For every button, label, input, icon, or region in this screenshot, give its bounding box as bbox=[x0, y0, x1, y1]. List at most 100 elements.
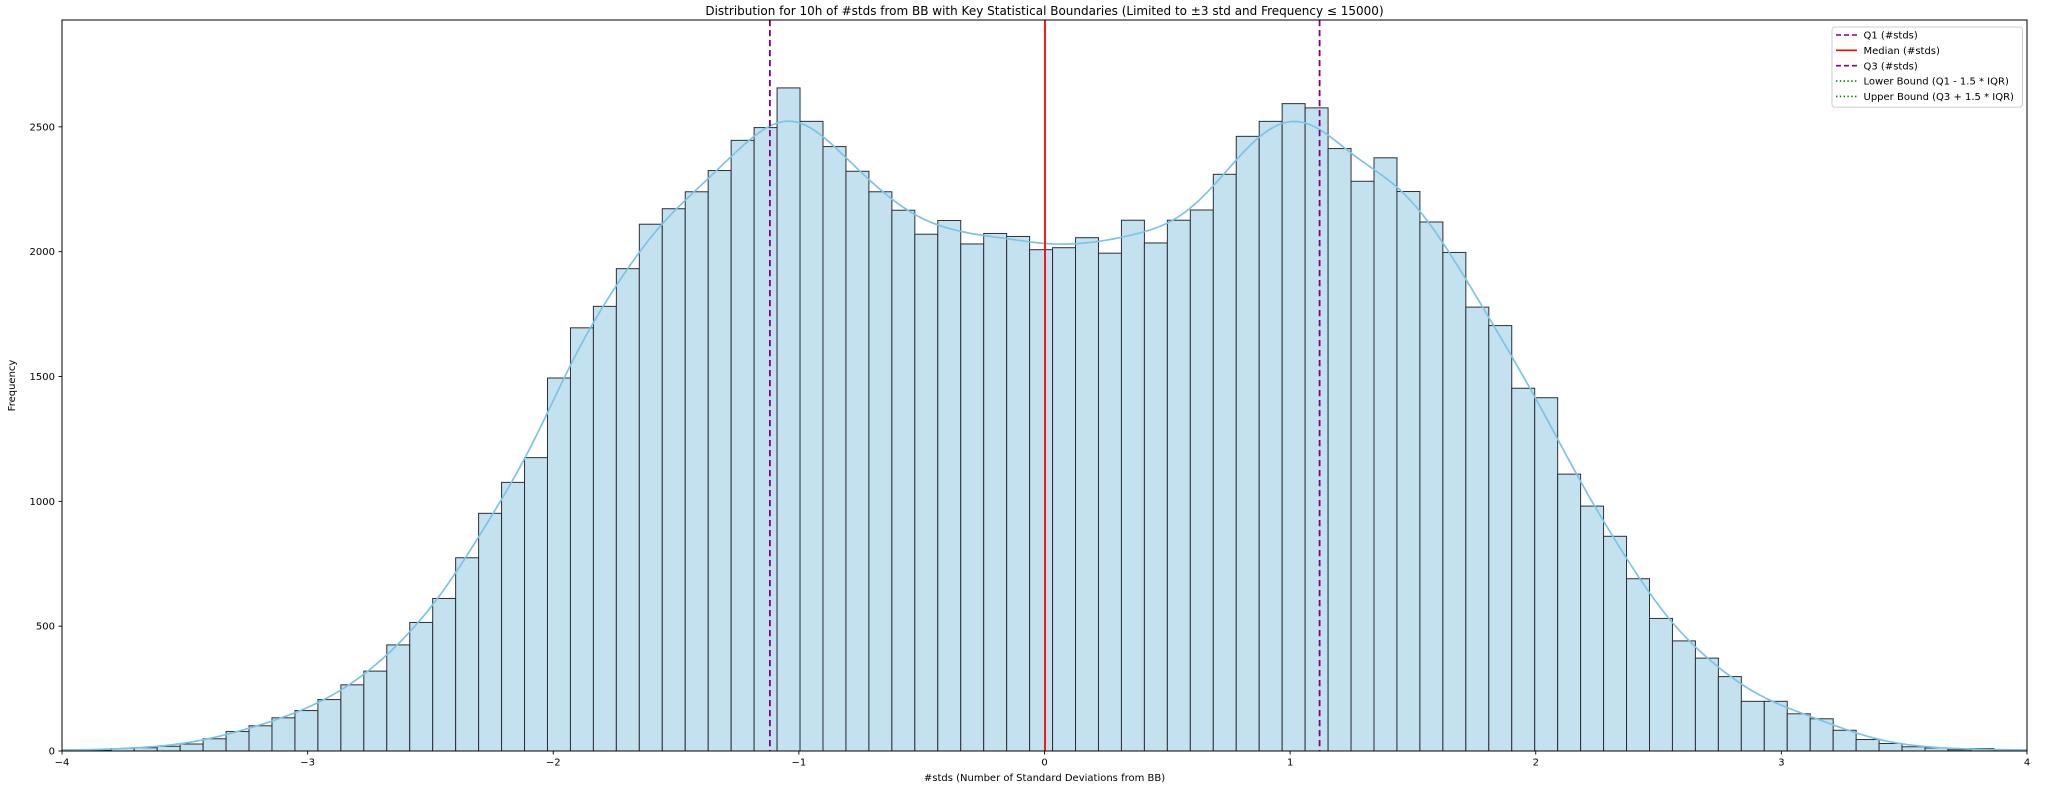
histogram-bar bbox=[661, 208, 686, 751]
histogram-bar bbox=[1786, 713, 1811, 751]
histogram-bar bbox=[1052, 247, 1077, 751]
histogram-bar bbox=[432, 597, 457, 751]
x-tick-label: 2 bbox=[1533, 758, 1539, 769]
histogram-bar bbox=[501, 481, 526, 751]
histogram-bar bbox=[546, 377, 571, 751]
histogram-bar bbox=[1212, 173, 1237, 751]
x-tick-label: 1 bbox=[1287, 758, 1293, 769]
histogram-bar bbox=[1396, 191, 1421, 751]
histogram-bar bbox=[1029, 249, 1054, 751]
histogram-bar bbox=[1166, 219, 1191, 751]
histogram-bar bbox=[1740, 700, 1765, 751]
histogram-bar bbox=[868, 191, 893, 751]
legend-label-lower: Lower Bound (Q1 - 1.5 * IQR) bbox=[1864, 77, 2009, 88]
histogram-bar bbox=[684, 191, 709, 751]
histogram-bar bbox=[1534, 397, 1559, 751]
histogram-bar bbox=[1649, 617, 1673, 751]
histogram-bar bbox=[317, 699, 342, 751]
y-tick-label: 2000 bbox=[30, 247, 55, 258]
histogram-bar bbox=[409, 621, 434, 751]
histogram-bar bbox=[1327, 148, 1352, 751]
histogram-bar bbox=[1075, 237, 1099, 751]
histogram-bar bbox=[271, 717, 296, 751]
legend-label-q3: Q3 (#stds) bbox=[1864, 61, 1918, 72]
legend: Q1 (#stds) Median (#stds) Q3 (#stds) Lower … bbox=[1831, 26, 2023, 108]
histogram-bar bbox=[524, 457, 548, 751]
histogram-bar bbox=[1373, 157, 1398, 751]
histogram-bar bbox=[1694, 657, 1719, 751]
histogram-bar bbox=[179, 743, 204, 751]
histogram-bar bbox=[1419, 221, 1444, 751]
histogram-bar bbox=[1626, 578, 1651, 751]
histogram-bar bbox=[1603, 535, 1628, 751]
y-tick-label: 0 bbox=[49, 747, 55, 758]
histogram-bar bbox=[202, 738, 227, 751]
histogram-bar bbox=[1671, 640, 1696, 751]
legend-label-q1: Q1 (#stds) bbox=[1864, 31, 1918, 42]
histogram-bars bbox=[62, 87, 2027, 751]
histogram-bar bbox=[1442, 251, 1467, 751]
y-axis-label: Frequency bbox=[7, 360, 18, 412]
histogram-bar bbox=[1855, 739, 1880, 751]
histogram-bar bbox=[1717, 676, 1742, 751]
x-tick-label: −2 bbox=[546, 758, 561, 769]
legend-label-median: Median (#stds) bbox=[1864, 46, 1941, 57]
histogram-bar bbox=[937, 219, 962, 751]
histogram-bar bbox=[638, 223, 663, 751]
histogram-bar bbox=[1006, 235, 1031, 751]
histogram-bar bbox=[1350, 180, 1375, 751]
histogram-bar bbox=[1258, 120, 1283, 751]
histogram-bar bbox=[914, 233, 939, 751]
plot-frame bbox=[61, 19, 2028, 752]
histogram-bar bbox=[1488, 325, 1513, 751]
histogram-bar bbox=[799, 120, 824, 751]
histogram-bar bbox=[753, 127, 778, 751]
histogram-bar bbox=[1304, 107, 1329, 751]
histogram-bar bbox=[891, 209, 916, 751]
histogram-bar bbox=[1763, 700, 1788, 751]
histogram-bar bbox=[1511, 387, 1536, 751]
histogram-bar bbox=[294, 710, 319, 751]
x-tick-label: 4 bbox=[2024, 758, 2030, 769]
histogram-bar bbox=[1901, 746, 1926, 751]
x-tick-label: −1 bbox=[792, 758, 807, 769]
histogram-bar bbox=[1120, 219, 1145, 751]
x-tick-label: −4 bbox=[55, 758, 70, 769]
histogram-bar bbox=[1235, 135, 1260, 751]
histogram-bar bbox=[340, 684, 365, 751]
histogram-bar bbox=[478, 512, 503, 751]
y-tick-label: 1000 bbox=[30, 497, 55, 508]
histogram-bar bbox=[386, 644, 411, 751]
histogram-bar bbox=[776, 87, 801, 751]
histogram-bar bbox=[363, 670, 388, 751]
histogram-bar bbox=[1580, 505, 1605, 751]
histogram-bar bbox=[1189, 209, 1214, 751]
x-axis-label: #stds (Number of Standard Deviations fro… bbox=[924, 773, 1165, 784]
histogram-bar bbox=[730, 139, 755, 751]
x-tick-label: 0 bbox=[1041, 758, 1047, 769]
x-tick-label: −3 bbox=[300, 758, 315, 769]
histogram-bar bbox=[1878, 743, 1903, 751]
histogram-bar bbox=[1557, 473, 1582, 751]
histogram-bar bbox=[707, 170, 732, 751]
chart-title: Distribution for 10h of #stds from BB wi… bbox=[705, 4, 1383, 18]
histogram-bar bbox=[592, 305, 617, 751]
histogram-bar bbox=[569, 327, 594, 751]
reference-lines bbox=[768, 20, 1321, 751]
x-tick-label: 3 bbox=[1778, 758, 1784, 769]
histogram-bar bbox=[455, 557, 480, 751]
y-tick-label: 1500 bbox=[30, 372, 55, 383]
histogram-bar bbox=[1281, 103, 1306, 751]
histogram-bar bbox=[822, 146, 847, 751]
legend-box bbox=[1831, 26, 2023, 108]
histogram-bar bbox=[983, 232, 1008, 751]
y-tick-label: 2500 bbox=[30, 122, 55, 133]
axes: −4 −3 −2 −1 0 1 2 3 4 0 500 1000 1500 2000 2500 bbox=[30, 122, 2031, 768]
histogram-bar bbox=[248, 725, 273, 751]
histogram-bar bbox=[1097, 252, 1122, 751]
histogram-bar bbox=[1465, 306, 1490, 751]
histogram-bar bbox=[1143, 242, 1168, 751]
y-tick-label: 500 bbox=[36, 622, 55, 633]
